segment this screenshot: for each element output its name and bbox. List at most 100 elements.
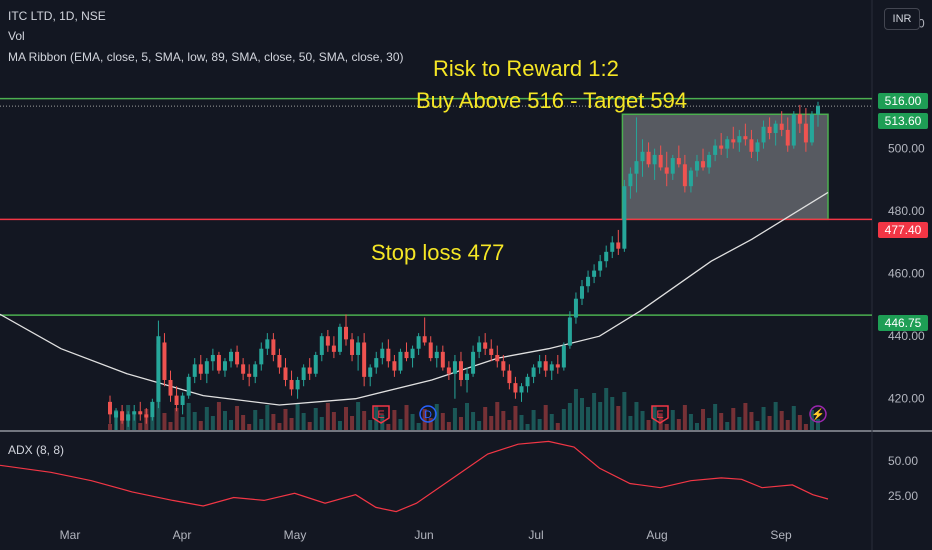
candle: [259, 342, 264, 371]
volume-bar: [694, 423, 699, 430]
candle: [477, 336, 482, 359]
candle: [658, 145, 663, 171]
candle: [634, 117, 639, 193]
candle: [725, 136, 730, 159]
candle: [652, 148, 657, 180]
resistance-price-tag: 516.00: [878, 93, 928, 109]
candle: [265, 333, 270, 355]
volume-bar: [604, 388, 609, 430]
volume-bar: [259, 419, 264, 430]
candle: [156, 320, 161, 409]
volume-bar: [452, 408, 457, 430]
candle: [598, 254, 603, 277]
candle: [604, 245, 609, 268]
candle: [307, 358, 312, 380]
candle: [495, 345, 500, 368]
volume-bar: [265, 405, 270, 430]
volume-bar: [398, 419, 403, 430]
candle: [186, 373, 191, 399]
currency-button[interactable]: INR: [884, 8, 920, 30]
volume-bar: [222, 411, 227, 430]
candle: [531, 364, 536, 384]
volume-bar: [313, 408, 318, 430]
candle: [694, 154, 699, 177]
candle-body: [168, 379, 173, 396]
volume-bar: [307, 422, 312, 430]
candle-body: [483, 342, 488, 349]
volume-bar: [779, 411, 784, 430]
ma-ribbon-legend[interactable]: MA Ribbon (EMA, close, 5, SMA, low, 89, …: [8, 50, 404, 64]
candle: [126, 411, 131, 427]
volume-bar: [773, 402, 778, 430]
volume-bar: [235, 406, 240, 430]
candle: [422, 317, 427, 346]
candle-body: [108, 401, 112, 415]
candle-body: [350, 339, 355, 355]
candle-body: [767, 126, 772, 134]
candle-body: [126, 414, 131, 421]
event-marker: D: [419, 405, 437, 423]
candle-body: [156, 336, 161, 402]
candle-body: [707, 154, 712, 168]
volume-bar: [471, 412, 476, 430]
volume-bar: [743, 403, 748, 430]
price-tick-label: 440.00: [888, 329, 925, 343]
volume-bar: [664, 424, 669, 430]
volume-bar: [392, 410, 397, 430]
time-tick-label: Jun: [414, 528, 433, 542]
candle-body: [392, 361, 397, 371]
volume-bar: [319, 417, 324, 430]
candle-body: [507, 370, 512, 384]
candle: [701, 148, 706, 171]
stop-loss-annotation: Stop loss 477: [371, 240, 505, 265]
candle-body: [725, 139, 730, 149]
candle: [791, 111, 796, 149]
volume-bar: [537, 419, 542, 430]
candle: [622, 179, 627, 252]
candle: [440, 345, 445, 371]
adx-line: [0, 440, 829, 513]
volume-bar: [567, 403, 572, 430]
volume-bar: [477, 421, 482, 430]
candle: [410, 345, 415, 368]
volume-bar: [610, 397, 615, 430]
candle: [350, 333, 355, 362]
volume-bar: [210, 416, 215, 430]
volume-bar: [646, 420, 651, 430]
support-price-tag: 446.75: [878, 315, 928, 331]
candle-body: [452, 361, 457, 374]
candle: [749, 129, 754, 159]
volume-bar: [410, 414, 415, 430]
volume-bar: [138, 423, 143, 430]
stop-price-tag: 477.40: [878, 222, 928, 238]
volume-bar: [362, 411, 367, 430]
candle-body: [513, 383, 518, 393]
adx-legend[interactable]: ADX (8, 8): [8, 443, 65, 457]
candle-body: [198, 364, 203, 374]
candle-body: [604, 251, 609, 262]
candle: [150, 398, 155, 421]
candle-body: [337, 326, 342, 352]
candle-body: [694, 161, 699, 171]
candle-body: [816, 106, 820, 115]
volume-bar: [719, 413, 724, 430]
candle-body: [622, 186, 627, 249]
volume-bar: [489, 416, 494, 430]
candle: [513, 376, 518, 399]
candle: [809, 111, 814, 146]
candle-body: [640, 151, 645, 162]
candle-body: [374, 358, 379, 368]
candle: [803, 108, 808, 152]
candle: [204, 358, 209, 384]
time-tick-label: Mar: [60, 528, 81, 542]
candle-body: [356, 342, 361, 355]
candle: [331, 336, 336, 359]
volume-bar: [132, 414, 137, 430]
volume-bar: [416, 423, 421, 430]
symbol-legend[interactable]: ITC LTD, 1D, NSE: [8, 9, 106, 23]
candle: [301, 364, 306, 387]
price-tick-label: 480.00: [888, 204, 925, 218]
vol-legend[interactable]: Vol: [8, 29, 25, 43]
last-price-tag: 513.60: [878, 113, 928, 129]
